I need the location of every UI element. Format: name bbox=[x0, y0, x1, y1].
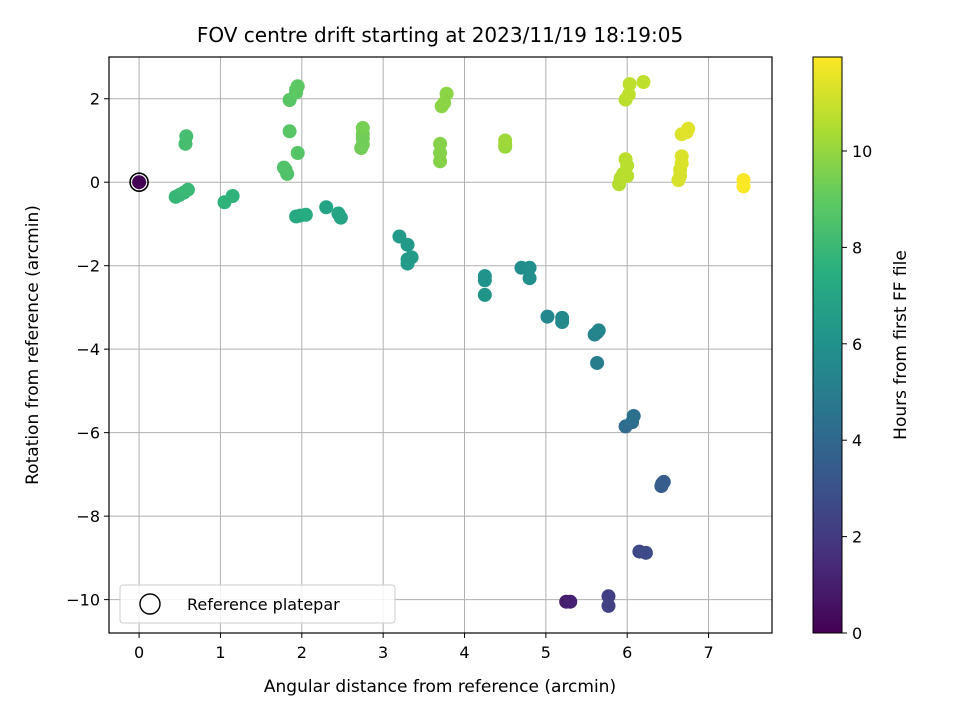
legend-label: Reference platepar bbox=[187, 595, 340, 614]
data-point bbox=[555, 315, 570, 330]
data-point bbox=[620, 168, 635, 183]
colorbar-tick-label: 6 bbox=[852, 335, 862, 354]
data-point bbox=[319, 200, 334, 215]
x-tick-label: 6 bbox=[622, 643, 632, 662]
x-axis-ticks: 0 1 2 3 4 5 6 7 bbox=[134, 633, 714, 662]
x-tick-label: 4 bbox=[459, 643, 469, 662]
data-point bbox=[522, 260, 537, 275]
x-axis-label: Angular distance from reference (arcmin) bbox=[264, 677, 616, 697]
data-point bbox=[225, 188, 240, 203]
data-point bbox=[636, 75, 651, 90]
y-tick-label: −8 bbox=[76, 507, 100, 526]
data-point bbox=[656, 474, 671, 489]
colorbar-label: Hours from first FF file bbox=[891, 250, 911, 440]
data-point bbox=[400, 237, 415, 252]
x-tick-label: 7 bbox=[703, 643, 713, 662]
data-point bbox=[681, 121, 696, 136]
scatter-points bbox=[132, 75, 751, 613]
colorbar-tick-label: 8 bbox=[852, 238, 862, 257]
legend: Reference platepar bbox=[119, 584, 396, 624]
colorbar-tick-label: 0 bbox=[852, 624, 862, 643]
x-tick-label: 0 bbox=[134, 643, 144, 662]
plot-frame bbox=[108, 56, 773, 634]
y-axis-ticks: −10 −8 −6 −4 −2 0 2 bbox=[66, 90, 109, 610]
x-tick-label: 1 bbox=[215, 643, 225, 662]
data-point bbox=[477, 273, 492, 288]
data-point bbox=[591, 323, 606, 338]
data-point bbox=[276, 160, 291, 175]
data-point bbox=[601, 589, 616, 604]
x-tick-label: 3 bbox=[378, 643, 388, 662]
legend-box bbox=[119, 584, 396, 624]
reference-point bbox=[132, 175, 147, 190]
colorbar-tick-label: 4 bbox=[852, 431, 862, 450]
data-point bbox=[590, 355, 605, 370]
colorbar-tick-label: 2 bbox=[852, 528, 862, 547]
data-point bbox=[477, 287, 492, 302]
data-point bbox=[498, 133, 513, 148]
y-tick-label: 2 bbox=[90, 90, 100, 109]
data-point bbox=[282, 124, 297, 139]
data-point bbox=[601, 598, 616, 613]
data-point bbox=[626, 408, 641, 423]
data-point bbox=[622, 77, 637, 92]
y-tick-label: 0 bbox=[90, 173, 100, 192]
data-point bbox=[439, 86, 454, 101]
data-point bbox=[355, 120, 370, 135]
y-tick-label: −10 bbox=[66, 591, 100, 610]
legend-marker bbox=[139, 593, 161, 615]
data-point bbox=[522, 271, 537, 286]
data-point bbox=[289, 82, 304, 97]
data-point bbox=[400, 252, 415, 267]
data-point bbox=[290, 146, 305, 160]
data-point bbox=[333, 210, 348, 225]
data-point bbox=[179, 129, 194, 144]
colorbar-tick-label: 10 bbox=[852, 142, 872, 161]
data-point bbox=[433, 136, 448, 151]
data-point bbox=[618, 152, 633, 167]
y-tick-label: −6 bbox=[76, 424, 100, 443]
colorbar bbox=[812, 56, 843, 634]
data-point bbox=[621, 87, 636, 102]
x-tick-label: 5 bbox=[541, 643, 551, 662]
y-tick-label: −2 bbox=[76, 257, 100, 276]
data-point bbox=[563, 594, 578, 609]
reference-platepar-marker bbox=[129, 172, 149, 193]
data-point bbox=[180, 182, 195, 197]
y-axis-label: Rotation from reference (arcmin) bbox=[23, 205, 43, 485]
data-point bbox=[298, 207, 313, 222]
data-point bbox=[674, 149, 689, 164]
data-point bbox=[638, 545, 653, 560]
grid bbox=[109, 57, 772, 633]
x-tick-label: 2 bbox=[297, 643, 307, 662]
data-point bbox=[736, 173, 751, 188]
colorbar-ticks: 0 2 4 6 8 10 bbox=[842, 142, 872, 643]
chart-title: FOV centre drift starting at 2023/11/19 … bbox=[197, 23, 683, 47]
y-tick-label: −4 bbox=[76, 340, 100, 359]
data-point bbox=[540, 309, 555, 324]
